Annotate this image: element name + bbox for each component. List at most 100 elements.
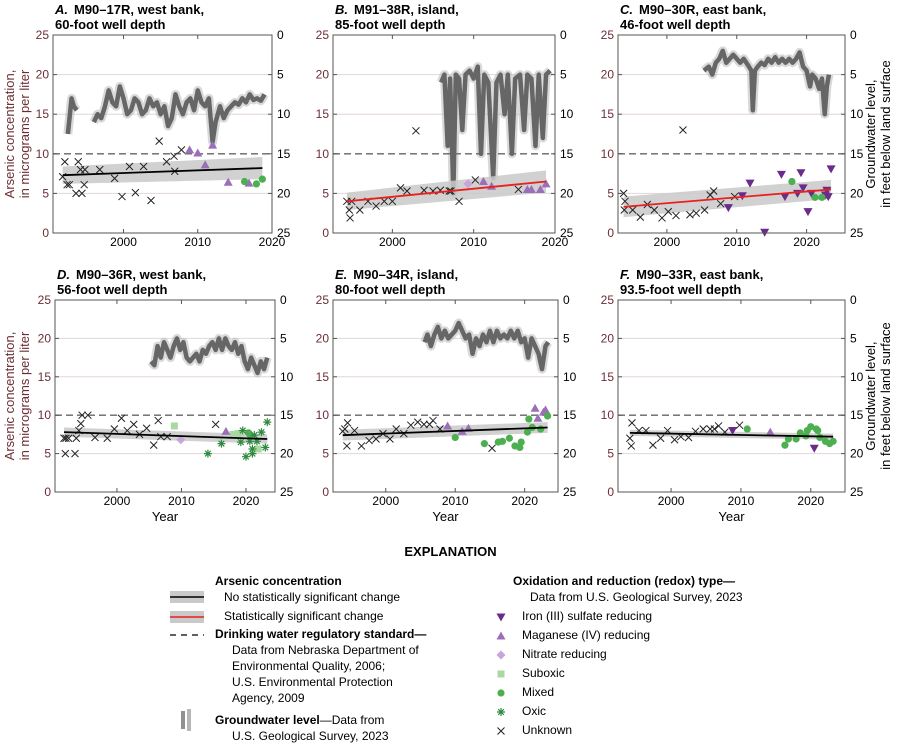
point-x <box>131 188 140 197</box>
point-mix <box>788 177 796 186</box>
legend-marker <box>496 631 506 640</box>
panel-letter: D. <box>57 267 70 282</box>
point-fe <box>823 193 833 202</box>
left-tick-label: 5 <box>607 447 614 461</box>
legend-marker <box>497 670 505 678</box>
legend-groundwater: Groundwater level—Data from <box>215 713 384 728</box>
point-x <box>735 421 744 430</box>
point-x <box>80 180 89 189</box>
point-mn <box>443 421 453 430</box>
point-mix <box>523 428 532 436</box>
panel-letter: A. <box>54 2 68 17</box>
right-tick-label: 5 <box>850 331 857 345</box>
point-mix <box>505 434 513 442</box>
point-fe <box>826 165 836 174</box>
point-oxic <box>248 444 257 453</box>
point-x <box>350 426 359 435</box>
groundwater-level-line <box>422 320 551 372</box>
point-x <box>372 202 380 210</box>
panel-title: D. M90–36R, west bank, <box>57 267 206 282</box>
left-tick-label: 5 <box>607 186 614 200</box>
x-tick-label: 2020 <box>233 494 260 508</box>
right-tick-label: 20 <box>280 447 294 461</box>
point-x <box>650 206 659 214</box>
right-tick-label: 15 <box>850 408 864 422</box>
point-fe <box>796 169 806 178</box>
standard-source-1: Data from Nebraska Department of <box>232 643 419 657</box>
right-tick-label: 5 <box>280 331 287 345</box>
point-mix <box>814 426 822 435</box>
legend-mix-icon <box>497 689 505 697</box>
confidence-band <box>346 170 547 211</box>
point-x <box>95 165 104 174</box>
point-x <box>365 436 373 445</box>
point-x <box>514 185 523 194</box>
point-x <box>117 414 126 423</box>
point-x <box>64 434 73 443</box>
right-tick-label: 25 <box>280 485 294 499</box>
left-axis-label: Arsenic concentration,in micrograms per … <box>2 331 32 460</box>
point-mn <box>526 184 536 193</box>
trend-line <box>64 431 268 440</box>
panel-c: C. M90–30R, east bank,46-foot well depth 0… <box>601 2 893 249</box>
x-tick-label: 2000 <box>654 235 681 249</box>
plot-frame <box>332 299 559 493</box>
point-x <box>72 434 81 443</box>
point-mix <box>525 415 533 423</box>
left-tick-label: 0 <box>607 485 614 499</box>
confidence-band <box>62 156 263 184</box>
panel-title: A. M90–17R, west bank, <box>54 2 204 17</box>
legend-heading: EXPLANATION <box>404 544 497 559</box>
right-tick-label: 25 <box>560 226 574 240</box>
point-mn <box>541 405 550 414</box>
right-tick-label: 0 <box>280 293 287 307</box>
legend-redox-item: Iron (III) sulfate reducing <box>522 609 653 623</box>
point-x <box>679 126 687 134</box>
right-tick-label: 20 <box>560 186 574 200</box>
point-x <box>656 434 665 443</box>
plot-frame <box>332 34 556 234</box>
right-tick-label: 20 <box>277 186 291 200</box>
point-x <box>355 206 364 214</box>
x-tick-label: 2010 <box>728 494 755 508</box>
point-sub <box>234 430 242 438</box>
point-x <box>714 422 723 430</box>
point-mix <box>480 440 488 448</box>
right-tick-label: 20 <box>563 447 577 461</box>
trend-line <box>623 188 832 208</box>
right-axis-label-1: Groundwater level, <box>863 341 878 450</box>
panel-letter: F. <box>620 267 630 282</box>
x-tick-label: 2000 <box>372 494 399 508</box>
point-x <box>129 420 138 429</box>
right-tick-label: 10 <box>563 370 577 384</box>
point-oxic <box>241 452 250 461</box>
point-oxic <box>203 449 212 458</box>
right-tick-label: 25 <box>563 485 577 499</box>
legend-redox-item: Unknown <box>522 723 573 737</box>
point-mix <box>543 412 552 420</box>
right-tick-label: 15 <box>560 147 574 161</box>
panel-subtitle: 80-foot well depth <box>335 282 446 297</box>
right-tick-label: 0 <box>850 293 857 307</box>
legend-no3-icon <box>496 650 506 660</box>
point-mix <box>517 438 525 446</box>
legend-redox-item: Oxic <box>522 704 546 718</box>
point-x <box>154 416 163 425</box>
point-x <box>162 157 171 166</box>
point-x <box>636 213 645 222</box>
point-x <box>413 418 422 426</box>
gw-source-1: —Data from <box>319 713 385 727</box>
legend-sub-icon <box>497 670 505 678</box>
point-oxic <box>238 426 247 435</box>
left-tick-label: 10 <box>38 408 52 422</box>
panel-subtitle: 93.5-foot well depth <box>620 282 741 297</box>
x-tick-label: 2000 <box>110 235 137 249</box>
point-x <box>357 442 366 450</box>
left-tick-label: 0 <box>42 226 49 240</box>
point-sub <box>229 430 237 438</box>
legend-redox-item: Mixed <box>522 685 555 699</box>
right-tick-label: 5 <box>850 68 857 82</box>
point-x <box>163 432 172 441</box>
x-tick-label: 2000 <box>658 494 685 508</box>
gw-label: Groundwater level <box>215 713 320 727</box>
